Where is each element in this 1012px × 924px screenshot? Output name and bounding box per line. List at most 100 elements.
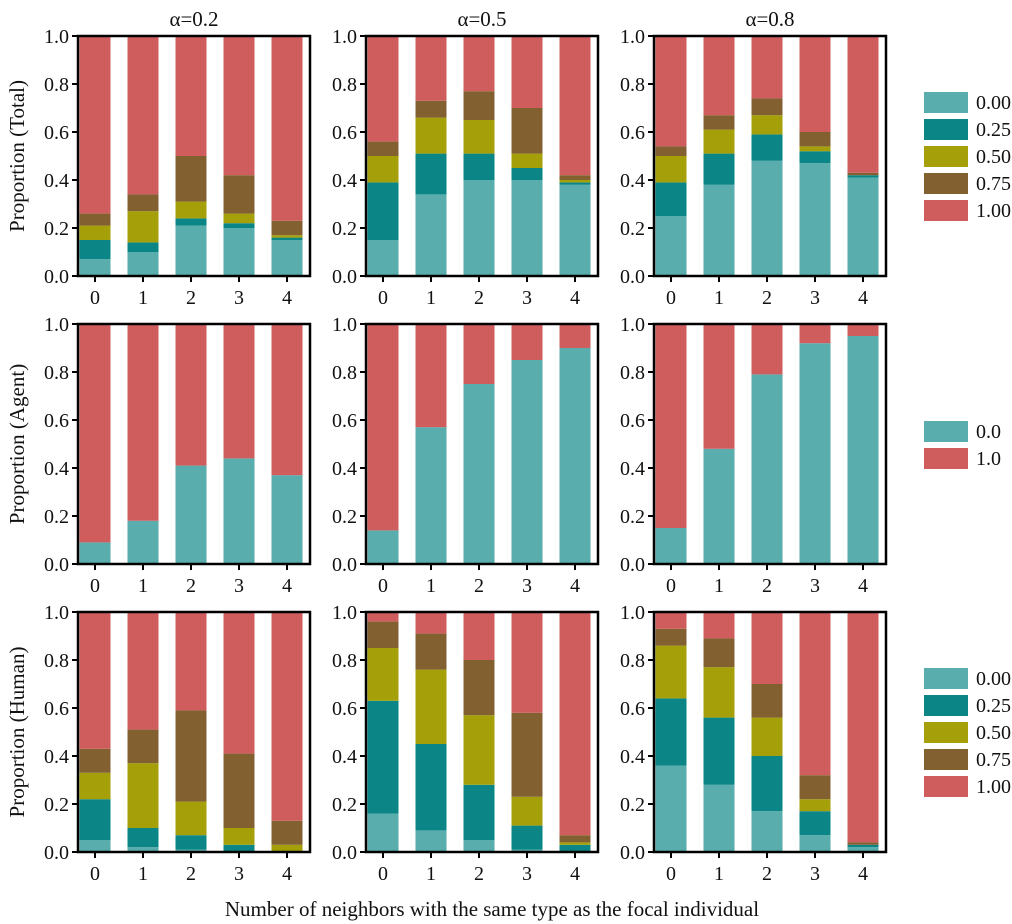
bar-segment-cat3-1.00 [511, 612, 543, 713]
y-tick-label: 1.0 [332, 26, 357, 48]
x-tick-label: 0 [666, 575, 676, 597]
bar-segment-cat0-1.00 [79, 36, 111, 214]
bar-segment-cat4-0.50 [271, 235, 303, 238]
y-tick-label: 0.4 [620, 458, 645, 480]
bar-segment-cat1-1.00 [415, 612, 447, 634]
bar-segment-cat3-0.0 [223, 458, 255, 564]
bar-segment-cat3-1.00 [511, 36, 543, 108]
y-tick-label: 0.2 [44, 794, 69, 816]
bar-segment-cat2-0.75 [751, 98, 783, 116]
y-tick-label: 0.8 [332, 74, 357, 96]
bar-segment-cat3-1.00 [223, 612, 255, 754]
bar-segment-cat3-0.0 [511, 360, 543, 564]
bar-segment-cat3-1.00 [223, 36, 255, 176]
x-tick-label: 1 [714, 863, 724, 885]
bar-segment-cat2-1.0 [751, 324, 783, 375]
x-tick-label: 4 [858, 863, 868, 885]
legend-swatch-0.25 [924, 695, 968, 716]
bar-segment-cat3-0.50 [511, 153, 543, 168]
bar-segment-cat4-0.25 [559, 844, 591, 852]
bar-segment-cat1-0.00 [127, 847, 159, 852]
y-tick-label: 0.8 [620, 650, 645, 672]
bar-segment-cat4-1.0 [559, 324, 591, 348]
x-tick-label: 1 [426, 863, 436, 885]
bar-segment-cat1-0.50 [703, 667, 735, 718]
bar-segment-cat4-0.00 [271, 240, 303, 276]
y-tick-label: 0.0 [332, 842, 357, 864]
y-tick-label: 0.6 [620, 410, 645, 432]
bar-segment-cat4-1.00 [847, 36, 879, 173]
bar-segment-cat0-0.50 [367, 648, 399, 701]
x-tick-label: 0 [378, 575, 388, 597]
axes-frame [364, 610, 600, 854]
legend-label: 1.00 [976, 200, 1011, 222]
y-tick-label: 0.6 [44, 122, 69, 144]
legend-swatch-0.50 [924, 146, 968, 167]
bar-segment-cat0-1.00 [367, 36, 399, 142]
legend-swatch-0.00 [924, 668, 968, 689]
y-tick-label: 0.2 [332, 218, 357, 240]
bar-segment-cat1-0.75 [703, 115, 735, 130]
x-tick-label: 3 [234, 863, 244, 885]
x-tick-label: 0 [378, 863, 388, 885]
bar-segment-cat0-0.50 [367, 156, 399, 183]
bar-segment-cat0-1.00 [367, 612, 399, 622]
bar-segment-cat0-0.00 [367, 813, 399, 852]
bar-segment-cat4-1.0 [271, 324, 303, 476]
bar-segment-cat4-0.75 [271, 820, 303, 845]
y-tick-label: 0.4 [620, 170, 645, 192]
bar-segment-cat1-0.00 [415, 194, 447, 276]
subplot-3-3 [648, 610, 888, 858]
bar-segment-cat2-0.25 [751, 756, 783, 812]
legend-swatch-0.75 [924, 749, 968, 770]
axes-frame [652, 610, 888, 854]
x-tick-label: 1 [138, 575, 148, 597]
bar-segment-cat0-0.25 [655, 182, 687, 216]
bar-segment-cat4-0.75 [559, 175, 591, 180]
y-axis-label: Proportion (Human) [5, 647, 29, 818]
bar-segment-cat4-0.0 [271, 475, 303, 564]
x-tick-label: 1 [714, 575, 724, 597]
y-tick-label: 1.0 [44, 26, 69, 48]
legend-row-1 [924, 92, 968, 221]
legend-swatch-0.50 [924, 722, 968, 743]
bar-segment-cat3-0.25 [799, 811, 831, 836]
bar-segment-cat2-0.25 [463, 153, 495, 180]
x-tick-label: 1 [426, 575, 436, 597]
legend-row-2 [924, 421, 968, 469]
bar-segment-cat0-0.50 [79, 772, 111, 800]
bar-segment-cat3-0.25 [223, 844, 255, 852]
bar-segment-cat4-0.50 [559, 180, 591, 183]
bar-segment-cat2-0.50 [751, 115, 783, 135]
bar-segment-cat0-0.00 [655, 216, 687, 276]
y-tick-label: 0.6 [44, 410, 69, 432]
bar-segment-cat2-0.0 [175, 465, 207, 564]
bar-segment-cat1-0.25 [127, 828, 159, 848]
x-tick-label: 4 [570, 575, 580, 597]
y-tick-label: 0.6 [620, 698, 645, 720]
y-tick-label: 0.8 [620, 362, 645, 384]
bar-segment-cat3-0.50 [799, 799, 831, 812]
x-tick-label: 3 [234, 287, 244, 309]
y-tick-label: 0.2 [620, 506, 645, 528]
bar-segment-cat1-0.75 [703, 638, 735, 668]
x-tick-label: 4 [858, 287, 868, 309]
bar-segment-cat0-0.25 [79, 799, 111, 840]
axes-frame [76, 322, 312, 566]
bar-segment-cat1-1.00 [127, 36, 159, 195]
bar-segment-cat3-0.25 [223, 223, 255, 228]
bar-segment-cat1-1.0 [415, 324, 447, 428]
bar-segment-cat3-0.00 [799, 835, 831, 852]
bar-segment-cat0-0.00 [79, 259, 111, 276]
bar-segment-cat2-0.25 [175, 835, 207, 850]
legend-swatch-0.00 [924, 92, 968, 113]
subplot-2-1 [72, 322, 312, 570]
x-tick-label: 3 [810, 287, 820, 309]
bar-segment-cat3-0.50 [223, 828, 255, 845]
bar-segment-cat1-0.75 [415, 633, 447, 670]
bar-segment-cat0-0.25 [79, 240, 111, 260]
legend-swatch-1.00 [924, 200, 968, 221]
x-tick-label: 4 [570, 863, 580, 885]
bar-segment-cat0-0.0 [367, 530, 399, 564]
